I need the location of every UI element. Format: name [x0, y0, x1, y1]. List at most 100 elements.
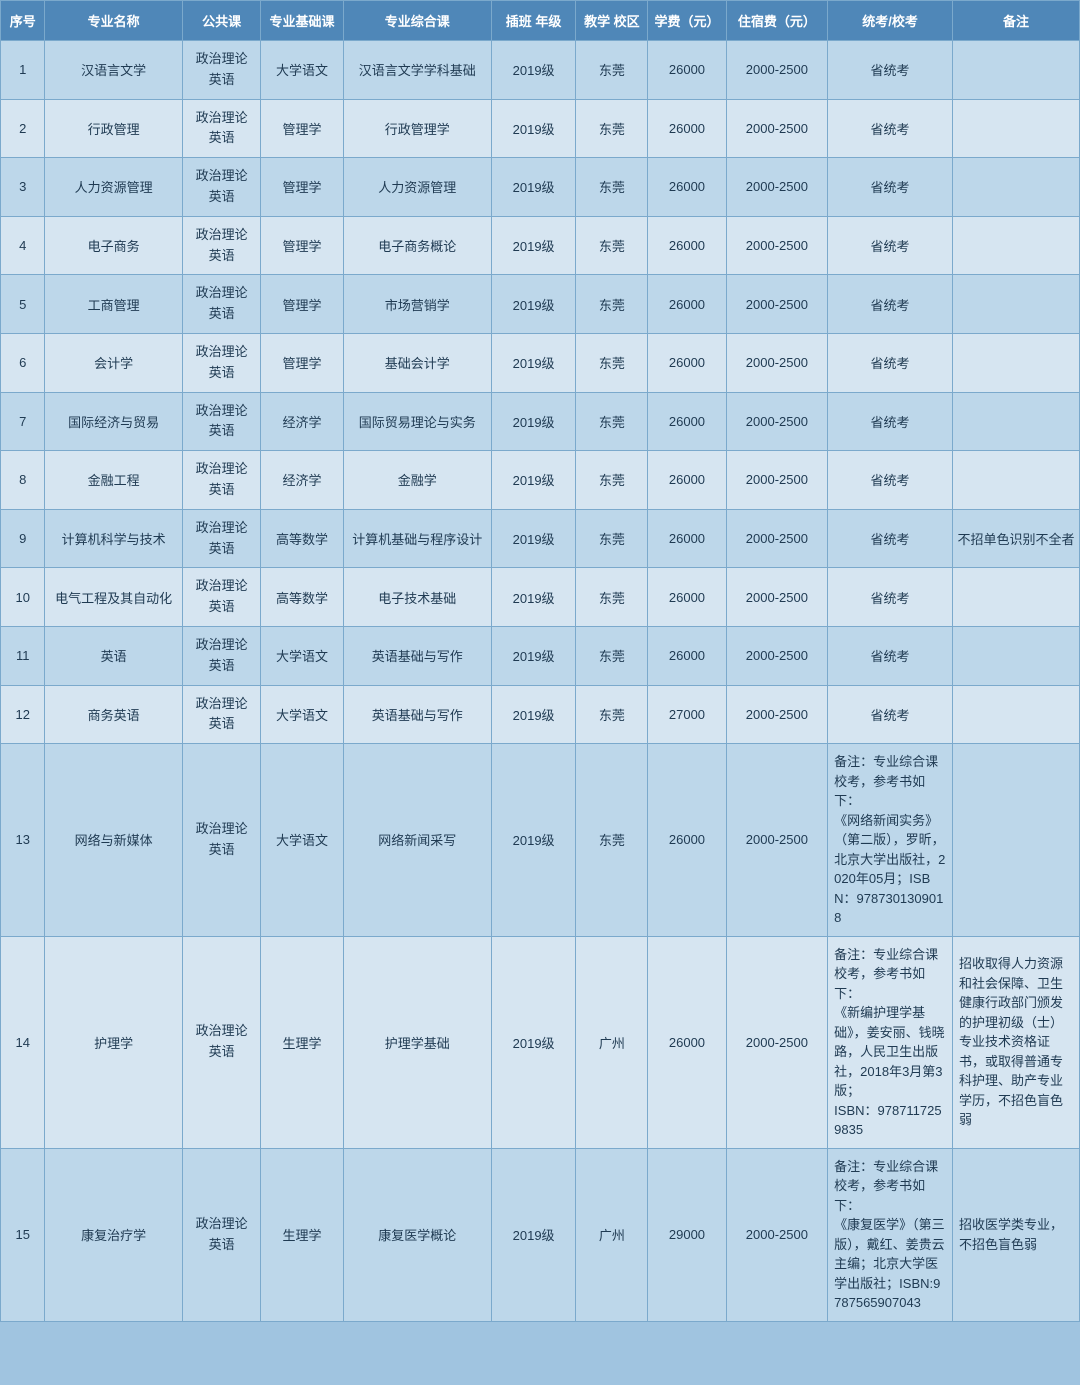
cell-grade: 2019级	[491, 99, 576, 158]
cell-basic: 高等数学	[261, 509, 344, 568]
cell-public: 政治理论英语	[182, 1148, 260, 1321]
cell-comp: 护理学基础	[343, 936, 491, 1148]
col-header-remark: 备注	[952, 1, 1079, 41]
cell-grade: 2019级	[491, 392, 576, 451]
cell-idx: 11	[1, 626, 45, 685]
cell-basic: 高等数学	[261, 568, 344, 627]
cell-exam: 备注：专业综合课校考，参考书如下：《网络新闻实务》（第二版），罗昕，北京大学出版…	[828, 744, 953, 937]
cell-campus: 东莞	[576, 451, 648, 510]
cell-comp: 英语基础与写作	[343, 626, 491, 685]
cell-major: 康复治疗学	[45, 1148, 183, 1321]
cell-idx: 9	[1, 509, 45, 568]
cell-dorm: 2000-2500	[726, 568, 828, 627]
cell-major: 行政管理	[45, 99, 183, 158]
cell-exam: 省统考	[828, 216, 953, 275]
cell-basic: 生理学	[261, 936, 344, 1148]
cell-public: 政治理论英语	[182, 451, 260, 510]
cell-idx: 12	[1, 685, 45, 744]
cell-idx: 10	[1, 568, 45, 627]
cell-remark	[952, 685, 1079, 744]
col-header-comp: 专业综合课	[343, 1, 491, 41]
cell-campus: 广州	[576, 936, 648, 1148]
cell-remark	[952, 99, 1079, 158]
cell-exam: 备注：专业综合课校考，参考书如下：《康复医学》（第三版），戴红、姜贵云主编；北京…	[828, 1148, 953, 1321]
cell-exam: 省统考	[828, 41, 953, 100]
cell-grade: 2019级	[491, 1148, 576, 1321]
cell-grade: 2019级	[491, 216, 576, 275]
col-header-public: 公共课	[182, 1, 260, 41]
cell-tuition: 26000	[648, 509, 726, 568]
cell-public: 政治理论英语	[182, 275, 260, 334]
cell-remark	[952, 158, 1079, 217]
cell-grade: 2019级	[491, 333, 576, 392]
cell-basic: 经济学	[261, 451, 344, 510]
cell-dorm: 2000-2500	[726, 333, 828, 392]
cell-remark: 不招单色识别不全者	[952, 509, 1079, 568]
cell-idx: 3	[1, 158, 45, 217]
cell-campus: 东莞	[576, 333, 648, 392]
cell-comp: 人力资源管理	[343, 158, 491, 217]
cell-tuition: 26000	[648, 744, 726, 937]
cell-dorm: 2000-2500	[726, 936, 828, 1148]
table-row: 5工商管理政治理论英语管理学市场营销学2019级东莞260002000-2500…	[1, 275, 1080, 334]
cell-idx: 15	[1, 1148, 45, 1321]
table-row: 14护理学政治理论英语生理学护理学基础2019级广州260002000-2500…	[1, 936, 1080, 1148]
cell-campus: 东莞	[576, 158, 648, 217]
cell-comp: 汉语言文学学科基础	[343, 41, 491, 100]
cell-public: 政治理论英语	[182, 41, 260, 100]
cell-major: 护理学	[45, 936, 183, 1148]
cell-campus: 东莞	[576, 392, 648, 451]
cell-campus: 东莞	[576, 626, 648, 685]
cell-grade: 2019级	[491, 41, 576, 100]
cell-dorm: 2000-2500	[726, 99, 828, 158]
cell-exam: 省统考	[828, 158, 953, 217]
col-header-major: 专业名称	[45, 1, 183, 41]
cell-tuition: 26000	[648, 568, 726, 627]
cell-dorm: 2000-2500	[726, 451, 828, 510]
cell-exam: 省统考	[828, 275, 953, 334]
cell-public: 政治理论英语	[182, 158, 260, 217]
cell-campus: 东莞	[576, 99, 648, 158]
cell-grade: 2019级	[491, 626, 576, 685]
cell-idx: 4	[1, 216, 45, 275]
cell-dorm: 2000-2500	[726, 1148, 828, 1321]
cell-comp: 英语基础与写作	[343, 685, 491, 744]
table-row: 3人力资源管理政治理论英语管理学人力资源管理2019级东莞260002000-2…	[1, 158, 1080, 217]
cell-grade: 2019级	[491, 158, 576, 217]
table-row: 15康复治疗学政治理论英语生理学康复医学概论2019级广州290002000-2…	[1, 1148, 1080, 1321]
cell-remark	[952, 392, 1079, 451]
cell-basic: 管理学	[261, 158, 344, 217]
table-row: 13网络与新媒体政治理论英语大学语文网络新闻采写2019级东莞260002000…	[1, 744, 1080, 937]
cell-campus: 东莞	[576, 41, 648, 100]
cell-basic: 大学语文	[261, 41, 344, 100]
table-row: 4电子商务政治理论英语管理学电子商务概论2019级东莞260002000-250…	[1, 216, 1080, 275]
cell-idx: 2	[1, 99, 45, 158]
cell-major: 金融工程	[45, 451, 183, 510]
cell-idx: 5	[1, 275, 45, 334]
cell-basic: 大学语文	[261, 685, 344, 744]
cell-comp: 计算机基础与程序设计	[343, 509, 491, 568]
cell-major: 电气工程及其自动化	[45, 568, 183, 627]
cell-remark: 招收医学类专业，不招色盲色弱	[952, 1148, 1079, 1321]
cell-exam: 省统考	[828, 451, 953, 510]
cell-remark	[952, 568, 1079, 627]
cell-major: 计算机科学与技术	[45, 509, 183, 568]
table-row: 1汉语言文学政治理论英语大学语文汉语言文学学科基础2019级东莞26000200…	[1, 41, 1080, 100]
table-row: 11英语政治理论英语大学语文英语基础与写作2019级东莞260002000-25…	[1, 626, 1080, 685]
cell-tuition: 26000	[648, 333, 726, 392]
cell-tuition: 26000	[648, 275, 726, 334]
cell-major: 汉语言文学	[45, 41, 183, 100]
col-header-campus: 教学 校区	[576, 1, 648, 41]
cell-major: 会计学	[45, 333, 183, 392]
cell-public: 政治理论英语	[182, 216, 260, 275]
cell-public: 政治理论英语	[182, 333, 260, 392]
cell-comp: 基础会计学	[343, 333, 491, 392]
cell-tuition: 26000	[648, 392, 726, 451]
cell-comp: 网络新闻采写	[343, 744, 491, 937]
col-header-tuition: 学费（元）	[648, 1, 726, 41]
cell-grade: 2019级	[491, 685, 576, 744]
cell-campus: 东莞	[576, 744, 648, 937]
cell-idx: 8	[1, 451, 45, 510]
col-header-grade: 插班 年级	[491, 1, 576, 41]
cell-tuition: 26000	[648, 99, 726, 158]
